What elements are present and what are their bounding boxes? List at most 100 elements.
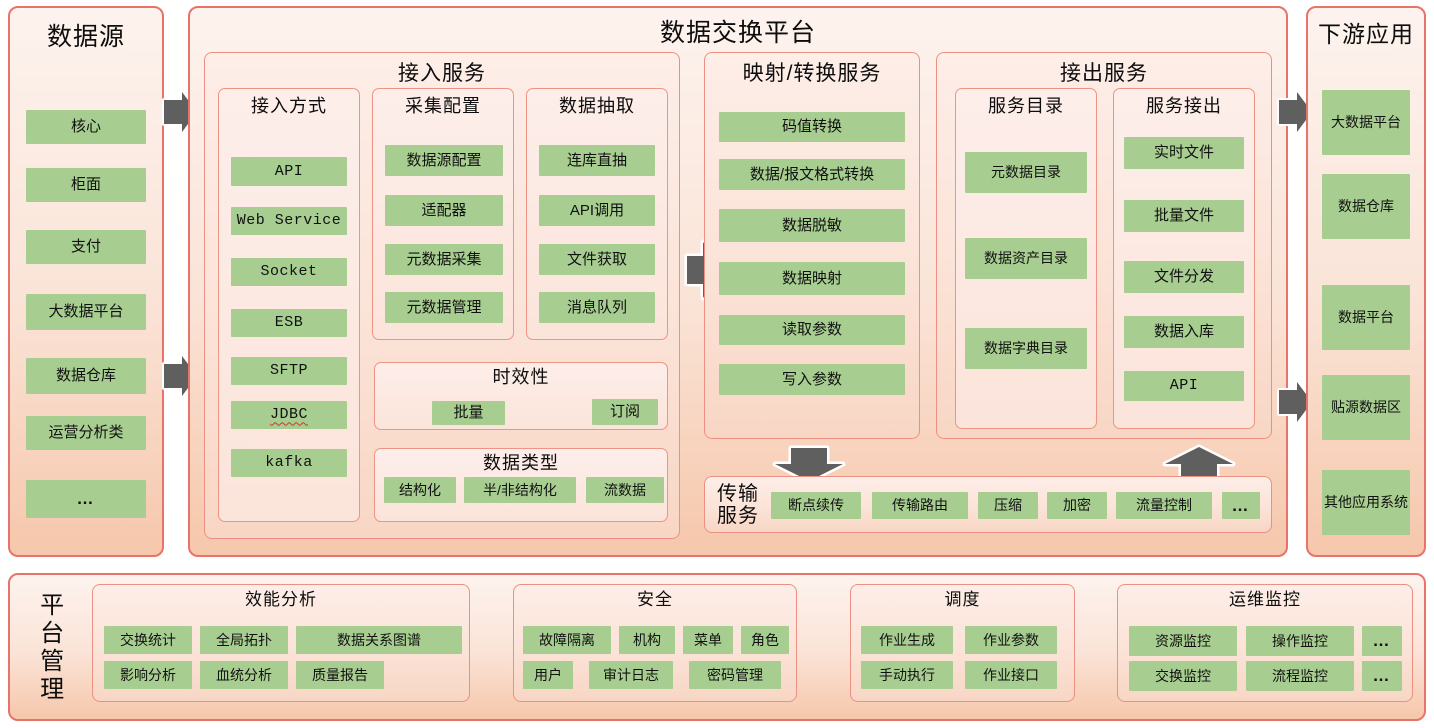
security-password-mgmt[interactable]: 密码管理 — [689, 661, 781, 689]
data-type-semi-unstructured[interactable]: 半/非结构化 — [464, 477, 576, 503]
ops-exchange-monitor[interactable]: 交换监控 — [1129, 661, 1237, 691]
transport-service-title: 传输 服务 — [710, 479, 766, 531]
mapping-service-title: 映射/转换服务 — [742, 62, 882, 85]
data-types-title: 数据类型 — [483, 453, 559, 473]
platform-title: 数据交换平台 — [659, 19, 816, 47]
panel-data-sources: 数据源 — [8, 6, 164, 557]
delivery-api[interactable]: API — [1124, 371, 1244, 401]
access-methods-title: 接入方式 — [251, 96, 327, 116]
source-item-bigdata[interactable]: 大数据平台 — [26, 294, 146, 330]
mapping-format-convert[interactable]: 数据/报文格式转换 — [719, 159, 905, 190]
mapping-desensitize[interactable]: 数据脱敏 — [719, 209, 905, 242]
sched-manual-run[interactable]: 手动执行 — [861, 661, 953, 689]
collect-config-datasource[interactable]: 数据源配置 — [385, 145, 503, 176]
transport-more[interactable]: … — [1222, 492, 1260, 519]
transport-compress[interactable]: 压缩 — [978, 492, 1038, 519]
service-catalog-title: 服务目录 — [988, 96, 1064, 116]
perf-quality-report[interactable]: 质量报告 — [296, 661, 384, 689]
access-method-jdbc[interactable]: JDBC — [231, 401, 347, 429]
delivery-file-dispatch[interactable]: 文件分发 — [1124, 261, 1244, 293]
arrow-platform-to-downstream-top — [1275, 88, 1315, 136]
catalog-data-asset[interactable]: 数据资产目录 — [965, 238, 1087, 279]
egress-service-title: 接出服务 — [1060, 62, 1148, 85]
collect-config-title: 采集配置 — [405, 96, 481, 116]
ops-more-row2[interactable]: … — [1362, 661, 1402, 691]
sched-job-params[interactable]: 作业参数 — [965, 626, 1057, 654]
source-item-warehouse[interactable]: 数据仓库 — [26, 358, 146, 394]
data-sources-title: 数据源 — [46, 23, 125, 51]
data-type-structured[interactable]: 结构化 — [384, 477, 456, 503]
transport-flow-control[interactable]: 流量控制 — [1116, 492, 1212, 519]
access-method-kafka[interactable]: kafka — [231, 449, 347, 477]
security-fault-isolation[interactable]: 故障隔离 — [523, 626, 611, 654]
security-organization[interactable]: 机构 — [619, 626, 675, 654]
collect-config-metadata-manage[interactable]: 元数据管理 — [385, 292, 503, 323]
arrow-platform-to-downstream-bottom — [1275, 378, 1315, 426]
delivery-batch-file[interactable]: 批量文件 — [1124, 200, 1244, 232]
transport-encrypt[interactable]: 加密 — [1047, 492, 1107, 519]
extract-direct-db[interactable]: 连库直抽 — [539, 145, 655, 176]
mapping-read-params[interactable]: 读取参数 — [719, 315, 905, 345]
sched-job-api[interactable]: 作业接口 — [965, 661, 1057, 689]
access-method-sftp[interactable]: SFTP — [231, 357, 347, 385]
timeliness-batch[interactable]: 批量 — [432, 401, 505, 425]
downstream-other-systems[interactable]: 其他应用系统 — [1322, 470, 1410, 535]
source-item-more[interactable]: … — [26, 480, 146, 518]
sched-job-create[interactable]: 作业生成 — [861, 626, 953, 654]
collect-config-metadata-collect[interactable]: 元数据采集 — [385, 244, 503, 275]
source-item-analytics[interactable]: 运营分析类 — [26, 416, 146, 450]
mgmt-security-title: 安全 — [637, 590, 673, 609]
extract-file-fetch[interactable]: 文件获取 — [539, 244, 655, 275]
access-method-socket[interactable]: Socket — [231, 258, 347, 286]
extract-message-queue[interactable]: 消息队列 — [539, 292, 655, 323]
downstream-source-zone[interactable]: 贴源数据区 — [1322, 375, 1410, 440]
perf-impact-analysis[interactable]: 影响分析 — [104, 661, 192, 689]
delivery-data-load[interactable]: 数据入库 — [1124, 316, 1244, 348]
security-audit-log[interactable]: 审计日志 — [589, 661, 673, 689]
collect-config-adapter[interactable]: 适配器 — [385, 195, 503, 226]
mgmt-ops-monitoring-title: 运维监控 — [1229, 590, 1301, 609]
timeliness-subscribe[interactable]: 订阅 — [592, 399, 658, 425]
delivery-realtime-file[interactable]: 实时文件 — [1124, 137, 1244, 169]
platform-management-title-bound: 平台管理 — [35, 592, 63, 704]
security-user[interactable]: 用户 — [523, 661, 573, 689]
security-menu[interactable]: 菜单 — [683, 626, 733, 654]
access-method-api[interactable]: API — [231, 157, 347, 186]
perf-exchange-stats[interactable]: 交换统计 — [104, 626, 192, 654]
ops-resource-monitor[interactable]: 资源监控 — [1129, 626, 1237, 656]
service-delivery-title: 服务接出 — [1146, 96, 1222, 116]
mgmt-performance-title: 效能分析 — [245, 590, 317, 609]
ops-operation-monitor[interactable]: 操作监控 — [1246, 626, 1354, 656]
transport-resume[interactable]: 断点续传 — [771, 492, 861, 519]
extract-api-call[interactable]: API调用 — [539, 195, 655, 226]
perf-lineage-analysis[interactable]: 血统分析 — [200, 661, 288, 689]
downstream-data-warehouse[interactable]: 数据仓库 — [1322, 174, 1410, 239]
transport-routing[interactable]: 传输路由 — [872, 492, 968, 519]
data-type-stream[interactable]: 流数据 — [586, 477, 664, 503]
ops-process-monitor[interactable]: 流程监控 — [1246, 661, 1354, 691]
access-method-webservice[interactable]: Web Service — [231, 207, 347, 235]
mapping-code-value[interactable]: 码值转换 — [719, 112, 905, 142]
access-method-esb[interactable]: ESB — [231, 309, 347, 337]
transport-title-line1: 传输 — [717, 482, 759, 505]
timeliness-title: 时效性 — [492, 367, 550, 387]
mapping-write-params[interactable]: 写入参数 — [719, 364, 905, 395]
mapping-data-mapping[interactable]: 数据映射 — [719, 262, 905, 295]
transport-title-line2: 服务 — [717, 505, 759, 527]
mgmt-scheduling-title: 调度 — [944, 590, 981, 609]
source-item-payment[interactable]: 支付 — [26, 230, 146, 264]
ingest-service-title: 接入服务 — [398, 62, 486, 85]
downstream-data-platform[interactable]: 数据平台 — [1322, 285, 1410, 350]
source-item-core[interactable]: 核心 — [26, 110, 146, 144]
catalog-metadata[interactable]: 元数据目录 — [965, 152, 1087, 193]
downstream-apps-title: 下游应用 — [1318, 21, 1414, 47]
perf-global-topology[interactable]: 全局拓扑 — [200, 626, 288, 654]
perf-data-relation-graph[interactable]: 数据关系图谱 — [296, 626, 462, 654]
downstream-bigdata-platform[interactable]: 大数据平台 — [1322, 90, 1410, 155]
ops-more-row1[interactable]: … — [1362, 626, 1402, 656]
security-role[interactable]: 角色 — [741, 626, 789, 654]
catalog-data-dictionary[interactable]: 数据字典目录 — [965, 328, 1087, 369]
data-extraction-title: 数据抽取 — [559, 96, 635, 116]
source-item-counter[interactable]: 柜面 — [26, 168, 146, 202]
